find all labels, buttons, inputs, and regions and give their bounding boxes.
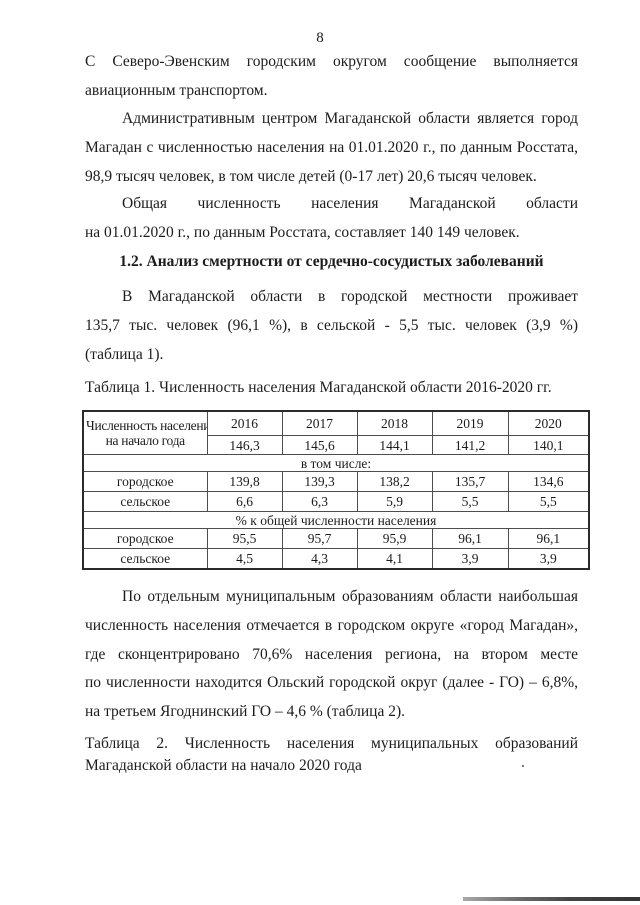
text-line: на третьем Ягоднинский ГО – 4,6 % (табли… [85, 703, 405, 721]
section-heading: 1.2. Анализ смертности от сердечно-сосуд… [85, 248, 578, 277]
table-cell-label: городское [82, 471, 208, 492]
table-cell-label: городское [82, 528, 208, 549]
table-row-subheader: в том числе: [82, 454, 590, 472]
paragraph-municipalities: По отдельным муниципальным образованиям … [85, 583, 578, 727]
table-cell-total: 140,1 [507, 435, 590, 455]
caption-line: Таблица 2. Численность населения муницип… [85, 735, 578, 752]
table-cell-value: 3,9 [507, 548, 590, 570]
table-cell-value: 6,6 [206, 491, 283, 512]
table-cell-label: сельское [82, 491, 208, 512]
scan-speck [522, 765, 524, 767]
table-cell-value: 95,5 [206, 528, 283, 549]
table-cell-subheader: % к общей численности населения [82, 511, 590, 529]
row-header-line1: Численность населения [86, 418, 207, 433]
table-cell-year: 2020 [507, 410, 590, 436]
table-cell-label: сельское [82, 548, 208, 570]
text-line: 98,9 тысяч человек, в том числе детей (0… [85, 167, 537, 185]
table-cell-value: 5,5 [507, 491, 590, 512]
table-cell-row-header: Численность населения на начало года [82, 410, 208, 455]
table-cell-value: 95,7 [281, 528, 358, 549]
caption-line: Магаданской области на начало 2020 года [85, 757, 362, 774]
scan-edge-artifact [463, 897, 640, 901]
text-line: на 01.01.2020 г., по данным Росстата, со… [85, 223, 520, 241]
text-line: авиационным транспортом. [85, 81, 268, 99]
row-header-line2: на начало года [105, 433, 186, 448]
table-cell-total: 145,6 [281, 435, 358, 455]
page-number: 8 [316, 30, 324, 46]
table-cell-value: 4,3 [281, 548, 358, 570]
table-cell-value: 5,5 [431, 491, 509, 512]
table-cell-value: 139,3 [281, 471, 358, 492]
text-line: Общая численность населения Магаданской … [122, 195, 578, 212]
table1-caption: Таблица 1. Численность населения Магадан… [85, 377, 578, 399]
text-line: По отдельным муниципальным образованиям … [122, 588, 578, 605]
table-cell-value: 139,8 [206, 471, 283, 492]
table2-caption: Таблица 2. Численность населения муницип… [85, 733, 578, 777]
table-row-totals: 146,3 145,6 144,1 141,2 140,1 [83, 435, 590, 455]
table-cell-value: 4,5 [206, 548, 283, 570]
text-line: 135,7 тыс. человек (96,1 %), в сельской … [85, 316, 578, 334]
table-row-urban-pct: городское 95,5 95,7 95,9 96,1 96,1 [82, 528, 590, 549]
table-cell-value: 96,1 [507, 528, 590, 549]
table-row-subheader: % к общей численности населения [82, 511, 590, 529]
paragraph-transport: С Северо-Эвенским городским округом сооб… [85, 48, 578, 106]
text-line: (таблица 1). [85, 345, 164, 363]
text-line: численность населения отмечается в город… [85, 616, 578, 634]
table-cell-year: 2016 [206, 410, 283, 436]
table-row-urban: городское 139,8 139,3 138,2 135,7 134,6 [82, 471, 590, 492]
table-cell-year: 2017 [281, 410, 358, 436]
text-line: по численности находится Ольский городск… [85, 674, 578, 692]
table-cell-value: 138,2 [356, 471, 433, 492]
text-line: Магадан с численностью населения на 01.0… [85, 138, 578, 156]
table-row-rural-pct: сельское 4,5 4,3 4,1 3,9 3,9 [82, 548, 590, 570]
table-cell-total: 141,2 [431, 435, 509, 455]
section-heading-text: 1.2. Анализ смертности от сердечно-сосуд… [119, 253, 544, 270]
table-cell-value: 3,9 [431, 548, 509, 570]
table-cell-total: 144,1 [356, 435, 433, 455]
table-cell-value: 134,6 [507, 471, 590, 492]
table-cell-subheader: в том числе: [82, 454, 590, 472]
population-table: Численность населения на начало года 201… [82, 410, 590, 570]
table-cell-year: 2019 [431, 410, 509, 436]
table-cell-value: 95,9 [356, 528, 433, 549]
table-cell-value: 5,9 [356, 491, 433, 512]
table-row-rural: сельское 6,6 6,3 5,9 5,5 5,5 [82, 491, 590, 512]
text-line: где сконцентрировано 70,6% населения рег… [85, 645, 578, 663]
caption-line: Таблица 1. Численность населения Магадан… [85, 379, 552, 396]
paragraph-admin-center: Административным центром Магаданской обл… [85, 105, 578, 191]
text-line: В Магаданской области в городской местно… [122, 288, 578, 305]
table-cell-value: 135,7 [431, 471, 509, 492]
paragraph-total-population: Общая численность населения Магаданской … [85, 190, 578, 248]
table-cell-total: 146,3 [206, 435, 283, 455]
table-cell-year: 2018 [356, 410, 433, 436]
table-cell-value: 6,3 [281, 491, 358, 512]
paragraph-urban-rural: В Магаданской области в городской местно… [85, 283, 578, 369]
table-cell-value: 96,1 [431, 528, 509, 549]
text-line: С Северо-Эвенским городским округом сооб… [85, 53, 578, 70]
text-line: Административным центром Магаданской обл… [122, 110, 578, 127]
table-cell-value: 4,1 [356, 548, 433, 570]
table-row-years: Численность населения на начало года 201… [82, 410, 590, 455]
